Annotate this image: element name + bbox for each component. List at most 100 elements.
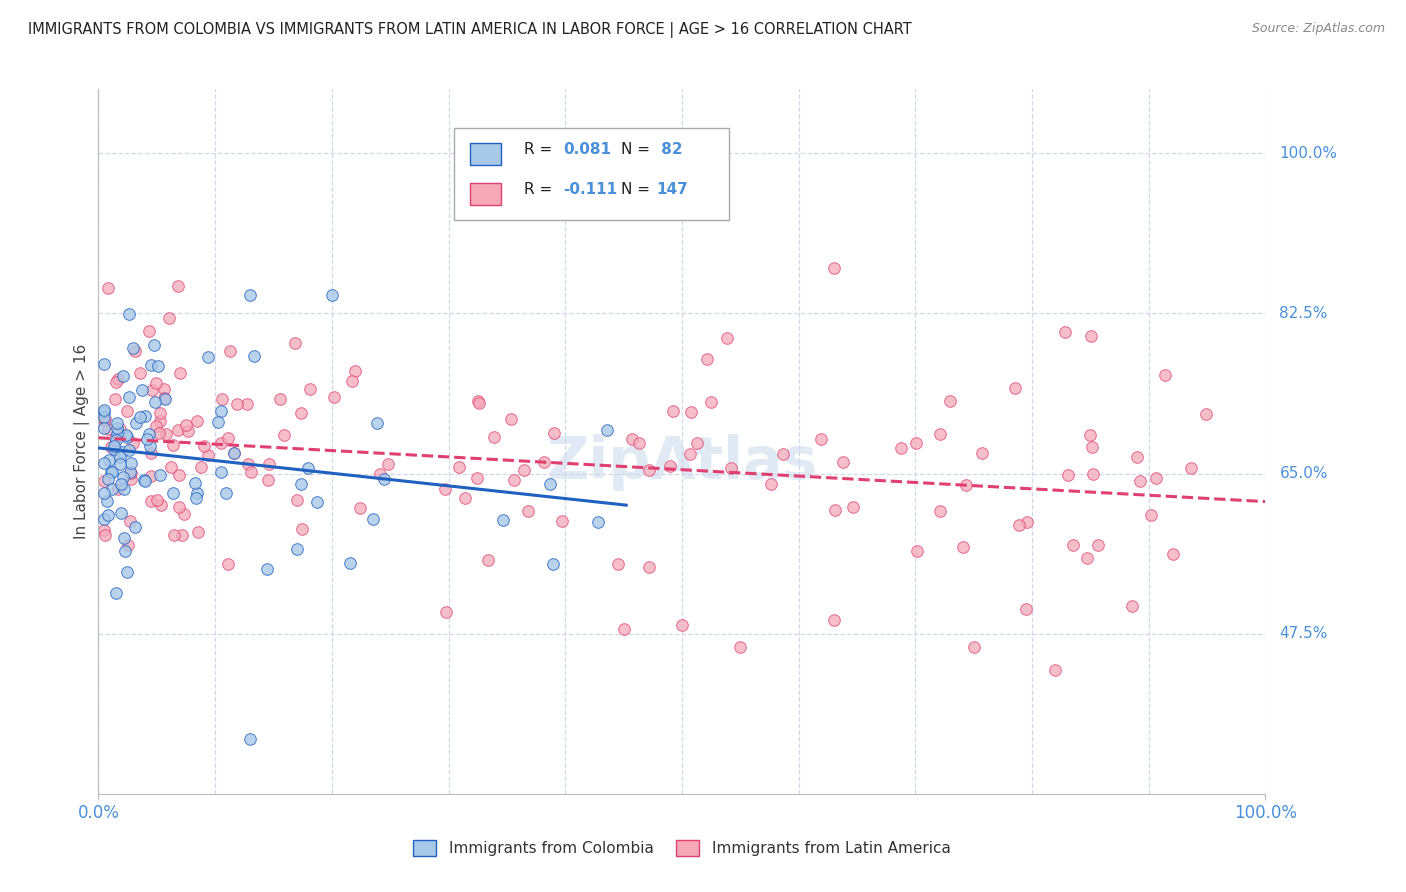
Point	[219, 343, 242, 358]
Point	[141, 446, 163, 460]
Text: IMMIGRANTS FROM COLOMBIA VS IMMIGRANTS FROM LATIN AMERICA IN LABOR FORCE | AGE >: IMMIGRANTS FROM COLOMBIA VS IMMIGRANTS F…	[28, 22, 912, 38]
Text: N =: N =	[621, 142, 655, 157]
Text: ZipAtlas: ZipAtlas	[547, 434, 817, 491]
Point	[211, 392, 233, 407]
Point	[162, 438, 184, 452]
Point	[100, 465, 122, 479]
Point	[118, 390, 141, 404]
Point	[209, 436, 232, 450]
Point	[138, 427, 160, 442]
Point	[239, 465, 262, 479]
Point	[492, 513, 515, 527]
Point	[197, 448, 219, 462]
Point	[124, 343, 146, 358]
Point	[477, 553, 499, 567]
Point	[93, 474, 115, 488]
Point	[716, 331, 738, 345]
Point	[620, 432, 643, 446]
Point	[108, 450, 131, 465]
Point	[118, 465, 141, 479]
Point	[120, 466, 142, 480]
Point	[823, 613, 845, 627]
Text: 147: 147	[657, 182, 688, 197]
Text: 82.5%: 82.5%	[1279, 306, 1327, 321]
Point	[217, 557, 239, 571]
Point	[972, 446, 994, 460]
Point	[307, 495, 329, 509]
Point	[94, 528, 117, 542]
Point	[1062, 538, 1084, 552]
Point	[117, 443, 139, 458]
Point	[149, 498, 172, 512]
Point	[269, 392, 291, 406]
Point	[273, 428, 295, 442]
Point	[148, 425, 170, 440]
Point	[832, 455, 855, 469]
Point	[100, 440, 122, 454]
Point	[1080, 329, 1102, 343]
Point	[197, 350, 219, 364]
Point	[93, 456, 115, 470]
Point	[284, 335, 307, 350]
Point	[541, 557, 564, 571]
Point	[1144, 471, 1167, 485]
Point	[207, 416, 229, 430]
Point	[454, 491, 477, 506]
Text: R =: R =	[524, 142, 558, 157]
Point	[596, 423, 619, 437]
Point	[349, 501, 371, 516]
Point	[93, 413, 115, 427]
Point	[93, 524, 115, 538]
Point	[111, 444, 134, 458]
Point	[120, 472, 142, 486]
Point	[93, 405, 115, 419]
Point	[299, 382, 322, 396]
Point	[115, 427, 138, 442]
Point	[516, 503, 538, 517]
Point	[100, 482, 122, 496]
Point	[285, 541, 308, 556]
FancyBboxPatch shape	[470, 183, 501, 205]
Point	[141, 384, 163, 398]
Point	[167, 467, 190, 482]
Point	[112, 531, 135, 545]
Text: 65.0%: 65.0%	[1279, 467, 1327, 481]
Point	[613, 622, 636, 636]
Point	[1014, 601, 1036, 615]
Text: -0.111: -0.111	[562, 182, 617, 197]
Point	[128, 410, 150, 425]
Point	[117, 538, 139, 552]
Point	[662, 403, 685, 417]
Point	[955, 477, 977, 491]
Point	[638, 560, 661, 574]
Point	[323, 390, 346, 404]
Point	[136, 433, 159, 447]
Point	[173, 508, 195, 522]
Point	[434, 605, 457, 619]
Point	[186, 491, 208, 506]
Point	[343, 364, 366, 378]
Point	[1078, 428, 1101, 442]
Point	[152, 382, 174, 396]
Point	[1180, 461, 1202, 475]
Point	[368, 467, 391, 481]
Point	[145, 418, 167, 433]
Point	[93, 402, 115, 417]
Point	[823, 260, 845, 275]
Point	[638, 462, 661, 476]
Point	[824, 502, 846, 516]
Point	[148, 359, 170, 373]
Point	[139, 469, 162, 483]
Point	[184, 475, 207, 490]
Point	[239, 288, 262, 302]
Point	[141, 494, 163, 508]
Point	[214, 486, 236, 500]
Text: R =: R =	[524, 182, 558, 197]
Point	[543, 425, 565, 440]
Point	[256, 562, 278, 576]
Point	[842, 500, 865, 514]
Point	[321, 288, 343, 302]
Point	[373, 472, 395, 486]
Point	[139, 439, 162, 453]
Point	[1008, 517, 1031, 532]
